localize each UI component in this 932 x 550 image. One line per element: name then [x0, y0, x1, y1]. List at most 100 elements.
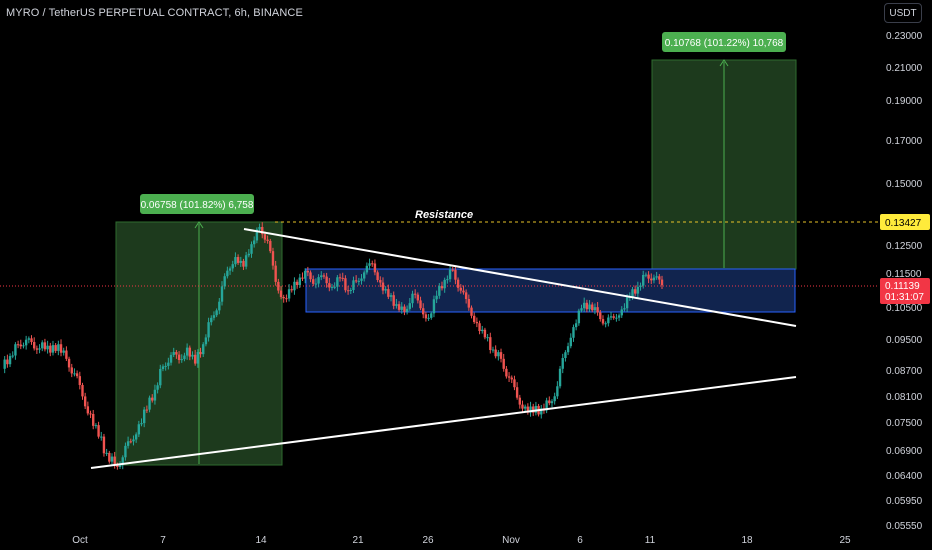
candle-body — [215, 310, 218, 316]
candle-body — [271, 251, 275, 266]
candle-body — [73, 373, 76, 375]
y-tick: 0.10500 — [886, 303, 923, 314]
candle-body — [314, 283, 318, 285]
candle-body — [585, 302, 589, 310]
candle-body — [481, 329, 484, 332]
candle-body — [497, 352, 500, 357]
candle-body — [239, 260, 242, 263]
candle-body — [164, 365, 167, 367]
y-tick: 0.06400 — [886, 471, 923, 482]
candle-body — [223, 276, 226, 287]
x-axis[interactable]: Oct 7 14 21 26 Nov 6 11 18 25 — [72, 535, 851, 546]
candle-body — [231, 264, 234, 269]
candle-body — [443, 279, 446, 289]
candle-body — [435, 295, 438, 300]
candle-body — [502, 358, 505, 369]
candle-body — [129, 441, 132, 443]
candle-body — [309, 272, 312, 280]
candle-body — [290, 289, 293, 291]
ascending-trendline[interactable] — [90, 376, 797, 469]
candle-body — [379, 280, 382, 283]
candle-body — [362, 272, 366, 279]
resistance-label: Resistance — [415, 209, 473, 221]
candle-body — [505, 368, 508, 377]
candle-body — [140, 423, 143, 425]
y-axis[interactable]: 0.23000 0.21000 0.19000 0.17000 0.15000 … — [886, 31, 923, 532]
y-tick: 0.17000 — [886, 136, 923, 147]
measure-label-2: 0.10768 (101.22%) 10,768 — [665, 38, 784, 49]
x-tick: 18 — [741, 535, 753, 546]
currency-button[interactable]: USDT — [884, 3, 922, 23]
candle-body — [572, 327, 575, 338]
candle-body — [226, 270, 229, 277]
candle-body — [405, 308, 409, 312]
candle-body — [491, 349, 495, 351]
candle-body — [92, 413, 95, 426]
candle-body — [413, 293, 417, 295]
resistance-zone[interactable] — [305, 268, 796, 313]
candle-body — [210, 317, 213, 323]
candle-body — [384, 289, 387, 291]
candle-body — [102, 436, 106, 454]
candle-body — [623, 308, 626, 310]
candle-body — [545, 400, 548, 411]
candle-body — [346, 290, 350, 292]
candle-body — [110, 456, 114, 462]
candle-body — [287, 289, 291, 299]
candle-body — [368, 263, 371, 266]
candle-body — [32, 342, 36, 349]
candle-body — [440, 286, 444, 289]
candle-body — [234, 257, 237, 265]
candle-body — [285, 298, 288, 300]
candle-body — [513, 379, 516, 388]
y-tick: 0.06900 — [886, 446, 923, 457]
candle-body — [105, 452, 108, 454]
candle-body — [317, 277, 320, 284]
candle-body — [392, 295, 395, 306]
candle-body — [255, 229, 259, 241]
candle-body — [470, 307, 473, 316]
candle-body — [494, 349, 497, 357]
y-tick: 0.08100 — [886, 392, 923, 403]
candle-body — [462, 290, 465, 293]
candle-body — [642, 274, 645, 286]
symbol-title: MYRO / TetherUS PERPETUAL CONTRACT, 6h, … — [6, 7, 303, 19]
candle-body — [322, 275, 326, 277]
candle-body — [424, 314, 428, 319]
candle-body — [266, 239, 269, 241]
candle-body — [464, 292, 468, 300]
candle-body — [228, 268, 232, 271]
candle-body — [599, 312, 602, 320]
candle-body — [277, 281, 280, 291]
candle-body — [411, 293, 414, 304]
candle-body — [588, 304, 591, 310]
candle-body — [333, 286, 336, 288]
candle-body — [43, 342, 47, 350]
x-tick: Nov — [502, 535, 520, 546]
candle-body — [169, 354, 173, 363]
candle-body — [126, 441, 130, 446]
candle-body — [454, 269, 457, 280]
candle-body — [615, 317, 618, 319]
candle-body — [357, 280, 361, 282]
candle-body — [451, 269, 454, 271]
candle-body — [172, 352, 175, 355]
candle-body — [540, 408, 543, 415]
candle-body — [601, 319, 605, 324]
candle-body — [430, 313, 433, 318]
candle-body — [134, 434, 138, 440]
candle-body — [395, 304, 398, 306]
candle-body — [566, 346, 570, 353]
measure-label-2-bg — [662, 32, 786, 52]
descending-trendline[interactable] — [243, 228, 797, 327]
candles-group — [3, 222, 664, 470]
candle-body — [298, 277, 302, 286]
candle-body — [86, 406, 90, 414]
countdown-text: 01:31:07 — [885, 292, 924, 303]
candle-body — [204, 337, 208, 345]
candle-body — [360, 278, 363, 281]
candle-body — [446, 279, 449, 281]
candle-body — [639, 285, 642, 287]
candle-body — [617, 315, 621, 318]
